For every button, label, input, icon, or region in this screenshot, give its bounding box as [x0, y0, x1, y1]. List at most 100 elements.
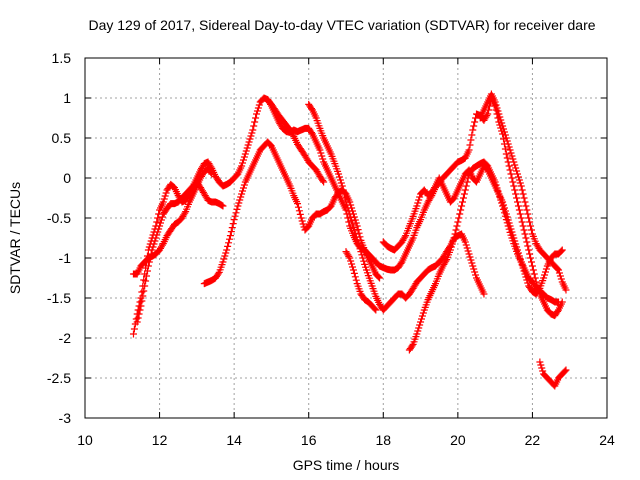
- data-point: [299, 220, 307, 228]
- data-point: [557, 247, 565, 255]
- data-point: [461, 238, 469, 246]
- data-point: [511, 186, 519, 194]
- data-point: [253, 107, 261, 115]
- data-point: [416, 321, 424, 329]
- data-point: [157, 219, 165, 227]
- data-point: [538, 364, 546, 372]
- data-point: [238, 190, 246, 198]
- data-point: [523, 206, 531, 214]
- data-point: [208, 170, 216, 178]
- x-tick-label: 10: [77, 432, 93, 448]
- series-track-c: [129, 164, 216, 278]
- data-point: [136, 306, 144, 314]
- data-point: [254, 104, 262, 112]
- chart-title: Day 129 of 2017, Sidereal Day-to-day VTE…: [88, 17, 595, 33]
- data-point: [558, 246, 566, 254]
- data-point: [359, 254, 367, 262]
- data-point: [228, 224, 236, 232]
- data-point: [221, 252, 229, 260]
- data-point: [152, 234, 160, 242]
- data-point: [376, 274, 384, 282]
- data-point: [220, 255, 228, 263]
- data-point: [465, 146, 473, 154]
- data-point: [148, 246, 156, 254]
- data-point: [539, 367, 547, 375]
- data-point: [522, 273, 530, 281]
- data-point: [408, 342, 416, 350]
- data-point: [506, 146, 514, 154]
- data-point: [469, 262, 477, 270]
- data-point: [296, 210, 304, 218]
- data-point: [516, 179, 524, 187]
- data-point: [501, 131, 509, 139]
- data-point: [535, 286, 543, 294]
- data-point: [456, 210, 464, 218]
- data-point: [507, 149, 515, 157]
- data-point: [130, 325, 138, 333]
- data-point: [519, 264, 527, 272]
- data-point: [415, 324, 423, 332]
- data-point: [317, 149, 325, 157]
- data-point: [413, 202, 421, 210]
- data-point: [525, 246, 533, 254]
- data-point: [462, 182, 470, 190]
- data-point: [245, 138, 253, 146]
- data-point: [343, 201, 351, 209]
- data-point: [502, 134, 510, 142]
- data-point: [229, 220, 237, 228]
- series-track-j: [476, 90, 570, 294]
- data-point: [523, 276, 531, 284]
- data-point: [508, 152, 516, 160]
- data-point: [413, 330, 421, 338]
- data-point: [527, 258, 535, 266]
- data-point: [295, 207, 303, 215]
- data-point: [153, 218, 161, 226]
- data-point: [338, 182, 346, 190]
- data-point: [316, 146, 324, 154]
- data-point: [498, 119, 506, 127]
- data-point: [350, 269, 358, 277]
- data-point: [349, 263, 357, 271]
- data-point: [156, 222, 164, 230]
- data-point: [233, 205, 241, 213]
- data-point: [153, 231, 161, 239]
- data-point: [143, 272, 151, 280]
- x-tick-label: 16: [301, 432, 317, 448]
- data-point: [500, 128, 508, 136]
- x-tick-label: 20: [450, 432, 466, 448]
- series-track-b: [133, 178, 227, 326]
- data-point: [154, 214, 162, 222]
- data-point: [500, 125, 508, 133]
- data-point: [504, 140, 512, 148]
- series-track-a: [129, 94, 566, 338]
- data-point: [510, 234, 518, 242]
- y-tick-label: 0.5: [52, 130, 72, 146]
- data-point: [517, 214, 525, 222]
- data-point: [480, 290, 488, 298]
- data-point: [517, 258, 525, 266]
- data-point: [516, 255, 524, 263]
- data-point: [350, 227, 358, 235]
- series-track-k: [536, 358, 570, 390]
- data-point: [531, 274, 539, 282]
- data-point: [468, 131, 476, 139]
- data-point: [160, 195, 168, 203]
- data-point: [238, 162, 246, 170]
- data-point: [335, 173, 343, 181]
- data-point: [457, 206, 465, 214]
- data-point: [521, 230, 529, 238]
- data-point: [219, 202, 227, 210]
- y-tick-label: -2: [59, 330, 72, 346]
- series-track-e: [264, 96, 328, 186]
- data-point: [516, 210, 524, 218]
- data-point: [358, 251, 366, 259]
- data-point: [555, 298, 563, 306]
- data-point: [375, 273, 383, 281]
- series-track-g: [342, 248, 380, 314]
- series-track-d: [200, 138, 384, 288]
- y-tick-label: -2.5: [47, 370, 71, 386]
- y-tick-label: -3: [59, 410, 72, 426]
- data-point: [510, 182, 518, 190]
- data-point: [207, 169, 215, 177]
- data-point: [507, 225, 515, 233]
